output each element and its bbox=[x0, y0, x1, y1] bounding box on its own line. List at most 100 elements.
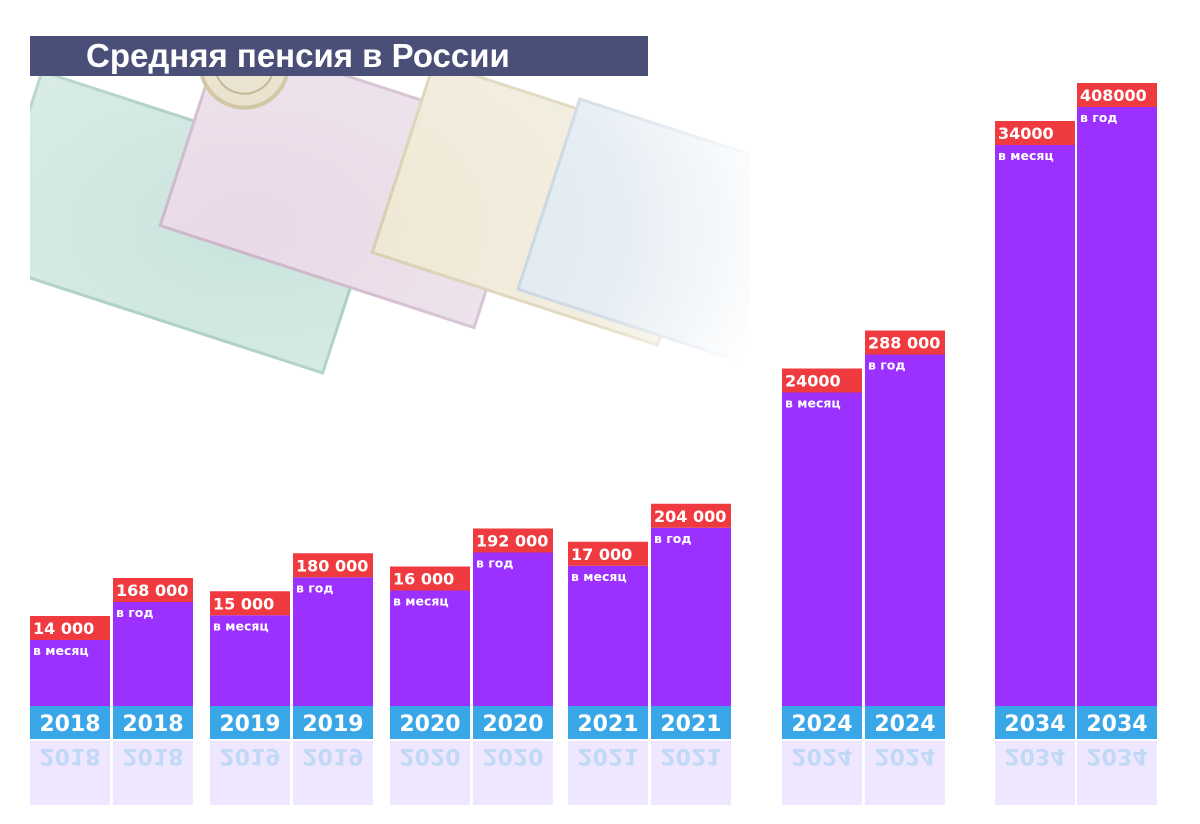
bar-2034-year bbox=[1077, 107, 1157, 706]
year-reflection: 2019 bbox=[219, 743, 280, 768]
reflection-block bbox=[210, 741, 290, 805]
unit-label: в год bbox=[296, 580, 333, 595]
year-band bbox=[1077, 706, 1157, 739]
year-reflection: 2024 bbox=[791, 743, 852, 768]
unit-label: в год bbox=[116, 605, 153, 620]
year-reflection: 2021 bbox=[577, 743, 638, 768]
reflection-block bbox=[390, 741, 470, 805]
year-band bbox=[210, 706, 290, 739]
year-reflection: 2020 bbox=[399, 743, 460, 768]
year-band bbox=[113, 706, 193, 739]
value-label: 192 000 bbox=[476, 532, 548, 551]
year-label: 2019 bbox=[302, 712, 363, 737]
year-reflection: 2019 bbox=[302, 743, 363, 768]
bar-2021-month bbox=[568, 565, 648, 706]
year-reflection: 2020 bbox=[482, 743, 543, 768]
year-band bbox=[30, 706, 110, 739]
reflection-block bbox=[568, 741, 648, 805]
value-label-box bbox=[651, 503, 731, 528]
bar-2018-month bbox=[30, 640, 110, 706]
value-label: 180 000 bbox=[296, 556, 368, 575]
value-label: 15 000 bbox=[213, 594, 274, 613]
reflection-block bbox=[865, 741, 945, 805]
year-band bbox=[568, 706, 648, 739]
value-label: 34000 bbox=[998, 124, 1054, 143]
value-label: 14 000 bbox=[33, 619, 94, 638]
year-reflection: 2024 bbox=[874, 743, 935, 768]
reflection-block bbox=[782, 741, 862, 805]
year-label: 2020 bbox=[482, 712, 543, 737]
year-reflection: 2018 bbox=[122, 743, 183, 768]
value-label-box bbox=[865, 330, 945, 355]
value-label-box bbox=[210, 591, 290, 616]
year-label: 2024 bbox=[874, 712, 935, 737]
unit-label: в месяц bbox=[785, 396, 841, 411]
title-bar: Средняя пенсия в России bbox=[30, 36, 648, 76]
value-label: 204 000 bbox=[654, 507, 726, 526]
unit-label: в месяц bbox=[393, 594, 449, 609]
bar-2020-month bbox=[390, 590, 470, 706]
year-label: 2019 bbox=[219, 712, 280, 737]
reflection-block bbox=[1077, 741, 1157, 805]
value-label-box bbox=[1077, 83, 1157, 107]
value-label-box bbox=[30, 616, 110, 640]
reflection-block bbox=[473, 741, 553, 805]
year-reflection: 2018 bbox=[39, 743, 100, 768]
year-reflection: 2034 bbox=[1086, 743, 1147, 768]
value-label-box bbox=[473, 528, 553, 553]
bar-2019-month bbox=[210, 615, 290, 706]
year-reflection: 2021 bbox=[660, 743, 721, 768]
year-label: 2020 bbox=[399, 712, 460, 737]
value-label: 408000 bbox=[1080, 86, 1147, 105]
year-band bbox=[651, 706, 731, 739]
value-label: 168 000 bbox=[116, 581, 188, 600]
year-band bbox=[293, 706, 373, 739]
value-label: 16 000 bbox=[393, 570, 454, 589]
year-label: 2034 bbox=[1086, 712, 1147, 737]
year-band bbox=[473, 706, 553, 739]
value-label-box bbox=[390, 566, 470, 591]
bar-2024-year bbox=[865, 354, 945, 706]
unit-label: в месяц bbox=[33, 643, 89, 658]
year-band bbox=[390, 706, 470, 739]
year-label: 2024 bbox=[791, 712, 852, 737]
bar-2019-year bbox=[293, 577, 373, 706]
year-label: 2021 bbox=[577, 712, 638, 737]
bar-2034-month bbox=[995, 145, 1075, 706]
value-label-box bbox=[995, 121, 1075, 145]
unit-label: в год bbox=[1080, 110, 1117, 125]
unit-label: в год bbox=[476, 556, 513, 571]
bar-2020-year bbox=[473, 552, 553, 706]
reflection-block bbox=[113, 741, 193, 805]
value-label-box bbox=[113, 578, 193, 602]
unit-label: в год bbox=[654, 531, 691, 546]
unit-label: в месяц bbox=[213, 618, 269, 633]
reflection-block bbox=[30, 741, 110, 805]
year-reflection: 2034 bbox=[1004, 743, 1065, 768]
unit-label: в год bbox=[868, 358, 905, 373]
reflection-block bbox=[293, 741, 373, 805]
year-label: 2034 bbox=[1004, 712, 1065, 737]
reflection-block bbox=[995, 741, 1075, 805]
value-label: 17 000 bbox=[571, 545, 632, 564]
value-label-box bbox=[293, 553, 373, 578]
value-label: 24000 bbox=[785, 372, 841, 391]
year-label: 2018 bbox=[39, 712, 100, 737]
year-band bbox=[782, 706, 862, 739]
year-band bbox=[995, 706, 1075, 739]
value-label: 288 000 bbox=[868, 334, 940, 353]
value-label-box bbox=[782, 368, 862, 393]
bar-2018-year bbox=[113, 602, 193, 706]
unit-label: в месяц bbox=[571, 569, 627, 584]
year-band bbox=[865, 706, 945, 739]
year-label: 2018 bbox=[122, 712, 183, 737]
unit-label: в месяц bbox=[998, 148, 1054, 163]
reflection-block bbox=[651, 741, 731, 805]
banknotes-background-image bbox=[30, 70, 750, 520]
value-label-box bbox=[568, 541, 648, 566]
year-label: 2021 bbox=[660, 712, 721, 737]
bar-2021-year bbox=[651, 527, 731, 706]
chart-title: Средняя пенсия в России bbox=[86, 37, 510, 74]
bar-2024-month bbox=[782, 392, 862, 706]
